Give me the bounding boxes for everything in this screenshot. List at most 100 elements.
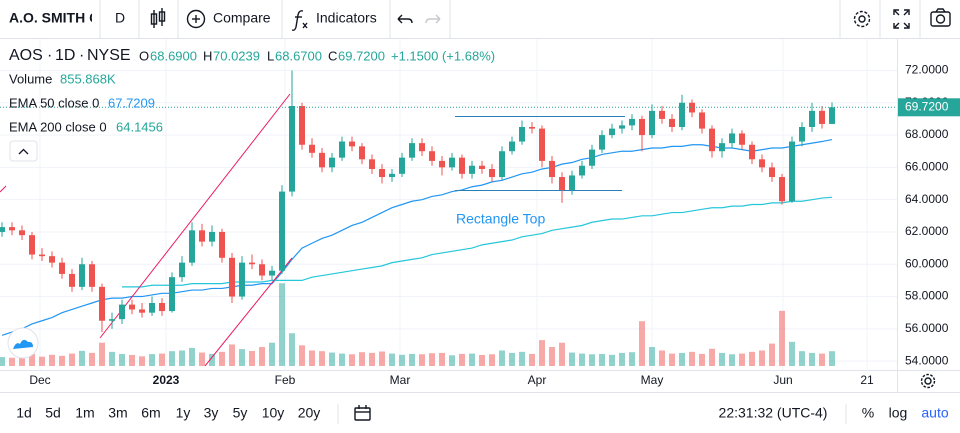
volume-bar	[719, 352, 725, 366]
legend-exchange: NYSE	[87, 47, 131, 64]
candle-body	[99, 286, 105, 321]
legend-h-label: H	[203, 48, 212, 63]
volume-value: 855.868K	[60, 71, 116, 86]
candle-body	[649, 110, 655, 136]
y-tick-label: 62.0000	[905, 224, 949, 238]
trend-line[interactable]	[99, 93, 291, 339]
range-button[interactable]: 1y	[176, 405, 191, 421]
candle-body	[729, 133, 735, 144]
candle-body	[789, 141, 795, 202]
volume-bar	[19, 355, 25, 366]
volume-bar	[639, 321, 645, 366]
undo-button[interactable]	[397, 14, 413, 24]
volume-pane	[0, 283, 835, 366]
range-button[interactable]: 3m	[108, 405, 127, 421]
candle-body	[819, 110, 825, 124]
candle-body	[549, 160, 555, 178]
candle-body	[269, 270, 275, 276]
volume-bar	[369, 352, 375, 366]
candle-body	[449, 157, 455, 168]
symbol-name[interactable]: A.O. SMITH C	[9, 10, 99, 26]
candle-body	[39, 254, 45, 257]
legend-interval: 1D	[55, 47, 75, 64]
range-button[interactable]: 10y	[262, 405, 285, 421]
drawing-label[interactable]: Rectangle Top	[456, 211, 545, 227]
indicators-button[interactable]: Indicators	[316, 10, 377, 26]
candle-body	[29, 235, 35, 255]
volume-bar	[309, 350, 315, 366]
y-tick-label: 64.0000	[905, 192, 949, 206]
candle-body	[309, 144, 315, 153]
candle-body	[349, 141, 355, 147]
volume-bar	[809, 352, 815, 366]
y-tick-label: 60.0000	[905, 256, 949, 270]
candle-body	[169, 277, 175, 312]
range-button[interactable]: 6m	[141, 405, 160, 421]
legend-dot: ·	[79, 47, 84, 64]
settings-button[interactable]	[853, 10, 871, 28]
auto-toggle[interactable]: auto	[921, 405, 948, 421]
candle-body	[339, 141, 345, 158]
candle-body	[59, 262, 65, 274]
candle-body	[89, 264, 95, 287]
toolbar: A.O. SMITH C D Compare Indicators	[0, 0, 960, 39]
last-price: 69.7200	[0, 98, 960, 117]
compare-button[interactable]: Compare	[213, 10, 271, 26]
candle-body	[299, 106, 305, 145]
candle-body	[229, 257, 235, 297]
range-button[interactable]: 1m	[75, 405, 94, 421]
time-scale-settings[interactable]	[920, 373, 936, 389]
volume-bar	[139, 356, 145, 366]
candle-body	[749, 144, 755, 160]
trend-line[interactable]	[204, 257, 293, 367]
volume-bar	[759, 350, 765, 366]
clock[interactable]: 22:31:32 (UTC-4)	[719, 405, 828, 421]
chart-type-button[interactable]	[150, 8, 166, 28]
compare-icon[interactable]	[186, 9, 206, 29]
volume-bar	[129, 354, 135, 366]
logo[interactable]	[7, 327, 39, 359]
volume-bar	[769, 343, 775, 366]
candle-body	[209, 231, 215, 242]
candle-body	[639, 118, 645, 136]
volume-bar	[429, 353, 435, 366]
volume-bar	[299, 345, 305, 366]
collapse-legend-button[interactable]	[9, 140, 38, 162]
indicators-icon[interactable]	[291, 10, 308, 31]
ema-line	[1, 138, 833, 336]
range-button[interactable]: 5d	[45, 405, 61, 421]
candle-body	[779, 177, 785, 202]
candle-body	[579, 165, 585, 176]
volume-bar	[499, 350, 505, 366]
trend-line[interactable]	[0, 185, 7, 193]
range-button[interactable]: 5y	[233, 405, 248, 421]
volume-bar	[149, 354, 155, 366]
candle-body	[619, 125, 625, 129]
volume-bar	[39, 356, 45, 366]
range-button[interactable]: 20y	[298, 405, 321, 421]
candle-body	[179, 262, 185, 278]
volume-bar	[619, 352, 625, 366]
log-toggle[interactable]: log	[889, 405, 908, 421]
percent-toggle[interactable]: %	[862, 405, 874, 421]
range-button[interactable]: 3y	[204, 405, 219, 421]
candle-body	[689, 102, 695, 113]
candle-body	[559, 177, 565, 190]
volume-bar	[669, 353, 675, 366]
redo-button[interactable]	[425, 14, 441, 24]
volume-bar	[679, 352, 685, 366]
volume-bar	[829, 351, 835, 366]
volume-bar	[539, 340, 545, 366]
interval-button[interactable]: D	[115, 10, 125, 26]
y-tick-label: 54.0000	[905, 353, 949, 367]
volume-bar	[469, 353, 475, 366]
snapshot-button[interactable]	[930, 8, 951, 27]
candle-body	[279, 191, 285, 271]
range-button[interactable]: 1d	[16, 405, 32, 421]
candle-body	[329, 157, 335, 168]
candle-body	[829, 107, 835, 124]
date-range-button[interactable]	[354, 405, 371, 421]
candle-body	[609, 128, 615, 136]
ema200-label: EMA 200 close 0	[9, 119, 107, 134]
fullscreen-button[interactable]	[893, 9, 910, 29]
